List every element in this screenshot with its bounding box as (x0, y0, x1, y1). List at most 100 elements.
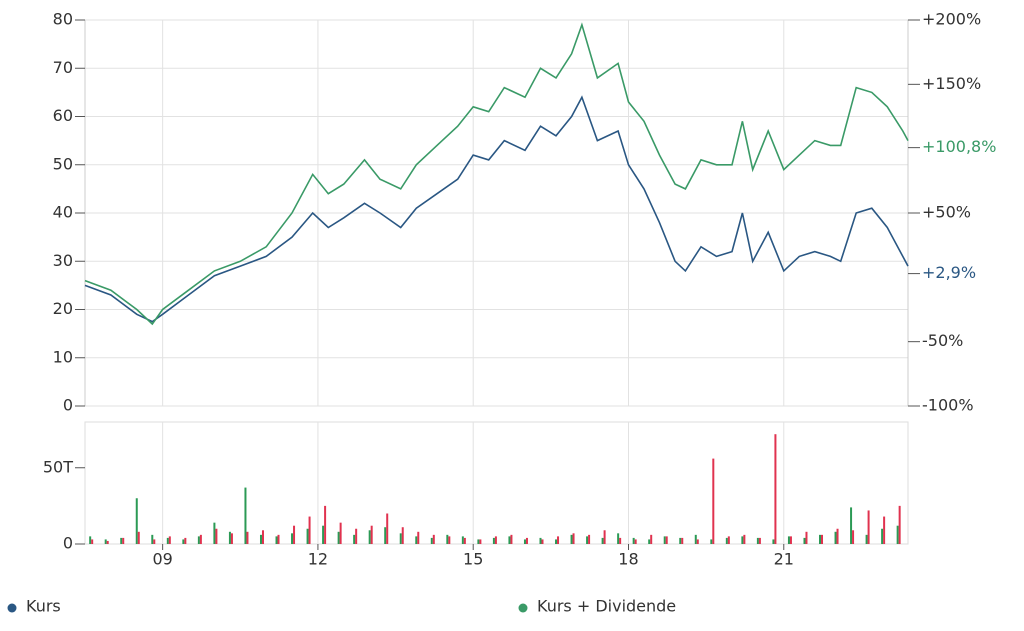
volume-bar (789, 536, 792, 544)
y2-tick-label: +50% (922, 203, 971, 222)
volume-bar (120, 537, 123, 544)
volume-bar (479, 539, 482, 544)
volume-bar (339, 522, 342, 544)
volume-bar (805, 531, 808, 544)
y2-tick-label: +150% (922, 74, 981, 93)
volume-bar (122, 537, 125, 544)
volume-bar (401, 527, 404, 544)
volume-bar (681, 537, 684, 544)
y-tick-label: 0 (63, 396, 73, 415)
volume-bar (89, 536, 92, 544)
volume-bar (477, 539, 480, 544)
volume-bar (168, 536, 171, 544)
volume-bar (324, 505, 327, 544)
volume-bar (774, 434, 777, 544)
panel-frame (84, 421, 909, 545)
volume-bar (896, 525, 899, 544)
volume-bar (617, 533, 620, 544)
volume-bar (821, 534, 824, 544)
y2-tick-label: -50% (922, 331, 963, 350)
volume-bar (665, 536, 668, 544)
volume-bar (448, 536, 451, 544)
volume-bar (756, 537, 759, 544)
volume-bar (663, 536, 666, 544)
volume-bar (386, 513, 389, 544)
volume-bar (586, 536, 589, 544)
volume-bar (275, 536, 278, 544)
volume-bar (648, 539, 651, 544)
volume-bar (696, 539, 699, 544)
volume-bar (446, 534, 449, 544)
volume-bar (337, 531, 340, 544)
volume-bar (494, 536, 497, 544)
y-tick-label: 50T (43, 457, 73, 476)
volume-bar (353, 534, 356, 544)
volume-bar (712, 458, 715, 544)
volume-bar (230, 533, 233, 544)
volume-bar (836, 528, 839, 544)
volume-bar (228, 531, 231, 544)
volume-bar (370, 525, 373, 544)
volume-bar (619, 537, 622, 544)
volume-bar (510, 534, 513, 544)
volume-bar (244, 487, 247, 544)
volume-bar (632, 537, 635, 544)
volume-bar (293, 525, 296, 544)
legend-label: Kurs (26, 597, 61, 616)
y-tick-label: 40 (53, 203, 73, 222)
volume-bar (834, 531, 837, 544)
volume-bar (246, 531, 249, 544)
volume-bar (819, 534, 822, 544)
volume-bar (430, 537, 433, 544)
volume-bar (588, 534, 591, 544)
y-tick-label: 60 (53, 106, 73, 125)
volume-bar (679, 537, 682, 544)
volume-bar (322, 525, 325, 544)
volume-bar (463, 537, 466, 544)
y-tick-label: 0 (63, 534, 73, 553)
x-tick-label: 18 (618, 550, 638, 569)
volume-bar (197, 536, 200, 544)
volume-bar (417, 531, 420, 544)
volume-bar (865, 534, 868, 544)
volume-bar (306, 528, 309, 544)
volume-bar (215, 528, 218, 544)
volume-bar (199, 534, 202, 544)
volume-bar (555, 539, 558, 544)
x-tick-label: 21 (774, 550, 794, 569)
volume-bar (725, 537, 728, 544)
x-tick-label: 15 (463, 550, 483, 569)
legend-label: Kurs + Dividende (537, 597, 676, 616)
volume-bar (492, 537, 495, 544)
volume-bar (541, 539, 544, 544)
volume-bar (368, 530, 371, 544)
volume-bar (184, 537, 187, 544)
volume-bar (135, 498, 138, 544)
volume-bar (883, 516, 886, 544)
volume-bar (523, 539, 526, 544)
volume-bar (539, 537, 542, 544)
volume-bar (772, 539, 775, 544)
volume-bar (741, 536, 744, 544)
volume-bar (570, 534, 573, 544)
end-label: +100,8% (922, 137, 996, 156)
y-tick-label: 10 (53, 347, 73, 366)
volume-bar (867, 510, 870, 544)
series-line (84, 95, 909, 323)
volume-bar (213, 522, 216, 544)
legend-marker (518, 603, 528, 613)
volume-bar (261, 530, 264, 544)
y2-tick-label: -100% (922, 396, 974, 415)
volume-bar (399, 533, 402, 544)
y2-tick-label: +200% (922, 10, 981, 29)
volume-bar (461, 536, 464, 544)
volume-bar (432, 534, 435, 544)
volume-bar (153, 539, 156, 544)
volume-bar (694, 534, 697, 544)
y-tick-label: 20 (53, 299, 73, 318)
volume-bar (384, 527, 387, 544)
volume-bar (850, 507, 853, 544)
y-tick-label: 30 (53, 251, 73, 270)
volume-bar (743, 534, 746, 544)
volume-bar (106, 540, 109, 544)
